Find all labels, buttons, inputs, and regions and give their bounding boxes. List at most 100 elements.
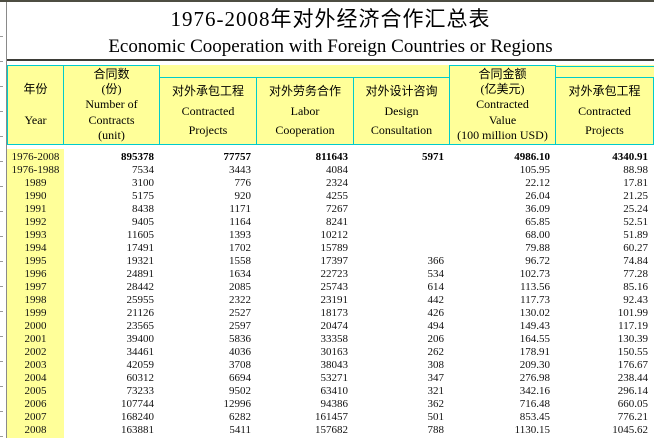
cell-labor-cooperation: 23191	[320, 294, 349, 306]
cell-contracted-value: 1130.15	[514, 424, 550, 436]
cell-labor-cooperation: 18173	[320, 307, 349, 319]
cell-year: 1995	[24, 255, 47, 267]
cell-contracted-value: 117.73	[520, 294, 550, 306]
header-col-year-line: Year	[24, 112, 47, 127]
cell-design-consultation: 501	[427, 411, 445, 423]
header-col-number-of-contracts-line: 合同数	[93, 67, 130, 82]
cell-year: 2004	[24, 372, 47, 384]
cell-number-of-contracts: 5175	[132, 190, 154, 202]
header-col-labor-cooperation: 对外劳务合作 Labor Cooperation	[256, 77, 354, 145]
header-col-contracted-projects-value-line: Contracted	[578, 103, 631, 118]
cell-year: 2003	[24, 359, 47, 371]
cell-year: 1990	[24, 190, 47, 202]
cell-contracted-projects-value: 660.05	[617, 398, 648, 410]
table-row: 1976-1988 7534 3443 4084 105.95 88.98	[7, 164, 654, 177]
header-col-labor-cooperation-line: Labor	[290, 103, 320, 118]
cell-labor-cooperation: 63410	[320, 385, 349, 397]
cell-contracted-value: 4986.10	[514, 151, 550, 163]
cell-number-of-contracts: 168240	[121, 411, 154, 423]
table-row: 1992 9405 1164 8241 65.85 52.51	[7, 216, 654, 229]
cell-design-consultation: 426	[427, 307, 445, 319]
cell-design-consultation: 206	[427, 333, 445, 345]
cell-number-of-contracts: 73233	[126, 385, 155, 397]
cell-contracted-projects: 12996	[223, 398, 252, 410]
cell-number-of-contracts: 24891	[126, 268, 155, 280]
table-row: 1993 11605 1393 10212 68.00 51.89	[7, 229, 654, 242]
cell-number-of-contracts: 39400	[126, 333, 155, 345]
cell-contracted-projects-value: 1045.62	[612, 424, 648, 436]
cell-labor-cooperation: 4084	[326, 164, 348, 176]
cell-contracted-value: 178.91	[519, 346, 550, 358]
cell-contracted-projects-value: 21.25	[623, 190, 648, 202]
cell-labor-cooperation: 157682	[315, 424, 348, 436]
cell-contracted-projects: 5836	[229, 333, 251, 345]
table-row: 1990 5175 920 4255 26.04 21.25	[7, 190, 654, 203]
header-col-contracted-value-line: Value	[488, 112, 517, 127]
cell-number-of-contracts: 25955	[126, 294, 155, 306]
table-row: 1997 28442 2085 25743 614 113.56 85.16	[7, 281, 654, 294]
cell-contracted-projects: 776	[234, 177, 252, 189]
table-row: 2003 42059 3708 38043 308 209.30 176.67	[7, 359, 654, 372]
cell-contracted-projects: 1702	[229, 242, 251, 254]
header-col-number-of-contracts-line: Number of	[85, 97, 138, 112]
cell-contracted-projects: 5411	[229, 424, 251, 436]
header-col-number-of-contracts-line: Contracts	[88, 112, 135, 127]
cell-contracted-value: 68.00	[525, 229, 550, 241]
cell-contracted-projects-value: 130.39	[617, 333, 648, 345]
cell-labor-cooperation: 22723	[320, 268, 349, 280]
header-col-contracted-value-line: 合同金额	[478, 67, 527, 82]
header-col-contracted-projects-line: Contracted	[181, 103, 235, 118]
cell-contracted-projects: 1634	[229, 268, 251, 280]
table-row: 1989 3100 776 2324 22.12 17.81	[7, 177, 654, 190]
cell-labor-cooperation: 2324	[326, 177, 348, 189]
header-col-contracted-value-line: (100 million USD)	[457, 127, 548, 142]
header-col-contracted-value-line: Contracted	[476, 97, 529, 112]
cell-contracted-projects: 9502	[229, 385, 251, 397]
cell-number-of-contracts: 8438	[132, 203, 154, 215]
cell-number-of-contracts: 23565	[126, 320, 155, 332]
cell-labor-cooperation: 30163	[320, 346, 349, 358]
cell-labor-cooperation: 811643	[315, 151, 348, 163]
header-col-contracted-projects-value: 对外承包工程 Contracted Projects	[555, 66, 654, 145]
header-col-labor-cooperation-line: Cooperation	[275, 123, 335, 138]
cell-labor-cooperation: 20474	[320, 320, 349, 332]
title-block: 1976-2008年对外经济合作汇总表 Economic Cooperation…	[7, 2, 654, 61]
cell-year: 2002	[24, 346, 47, 358]
cell-contracted-value: 853.45	[519, 411, 550, 423]
cell-year: 2000	[24, 320, 47, 332]
cell-contracted-value: 130.02	[519, 307, 550, 319]
cell-contracted-projects: 1558	[229, 255, 251, 267]
cell-design-consultation: 262	[427, 346, 445, 358]
cell-contracted-projects-value: 74.84	[623, 255, 648, 267]
cell-contracted-value: 36.09	[525, 203, 550, 215]
cell-labor-cooperation: 4255	[326, 190, 348, 202]
cell-design-consultation: 614	[427, 281, 445, 293]
cell-contracted-projects-value: 25.24	[623, 203, 648, 215]
cell-contracted-projects-value: 296.14	[617, 385, 648, 397]
cell-number-of-contracts: 60312	[126, 372, 155, 384]
table-title-en: Economic Cooperation with Foreign Countr…	[108, 36, 553, 57]
table-row: 2005 73233 9502 63410 321 342.16 296.14	[7, 385, 654, 398]
cell-contracted-projects: 4036	[229, 346, 251, 358]
cell-contracted-projects-value: 4340.91	[612, 151, 648, 163]
cell-design-consultation: 494	[427, 320, 445, 332]
header-col-contracted-value: 合同金额 (亿美元) Contracted Value (100 million USD…	[449, 65, 556, 145]
cell-labor-cooperation: 10212	[320, 229, 349, 241]
table-row: 1995 19321 1558 17397 366 96.72 74.84	[7, 255, 654, 268]
cell-year: 2008	[24, 424, 47, 436]
header-col-contracted-projects-line: 对外承包工程	[171, 83, 244, 98]
cell-labor-cooperation: 25743	[320, 281, 349, 293]
table-row: 2001 39400 5836 33358 206 164.55 130.39	[7, 333, 654, 346]
cell-contracted-value: 96.72	[525, 255, 550, 267]
cell-year: 1993	[24, 229, 47, 241]
cell-number-of-contracts: 9405	[132, 216, 154, 228]
cell-contracted-value: 276.98	[519, 372, 550, 384]
cell-design-consultation: 5971	[422, 151, 444, 163]
header-col-contracted-projects-value-line: 对外承包工程	[568, 83, 641, 98]
cell-year: 1994	[24, 242, 47, 254]
cell-labor-cooperation: 33358	[320, 333, 349, 345]
cell-contracted-value: 105.95	[519, 164, 550, 176]
cell-design-consultation	[354, 242, 450, 255]
cell-contracted-projects: 2527	[229, 307, 251, 319]
